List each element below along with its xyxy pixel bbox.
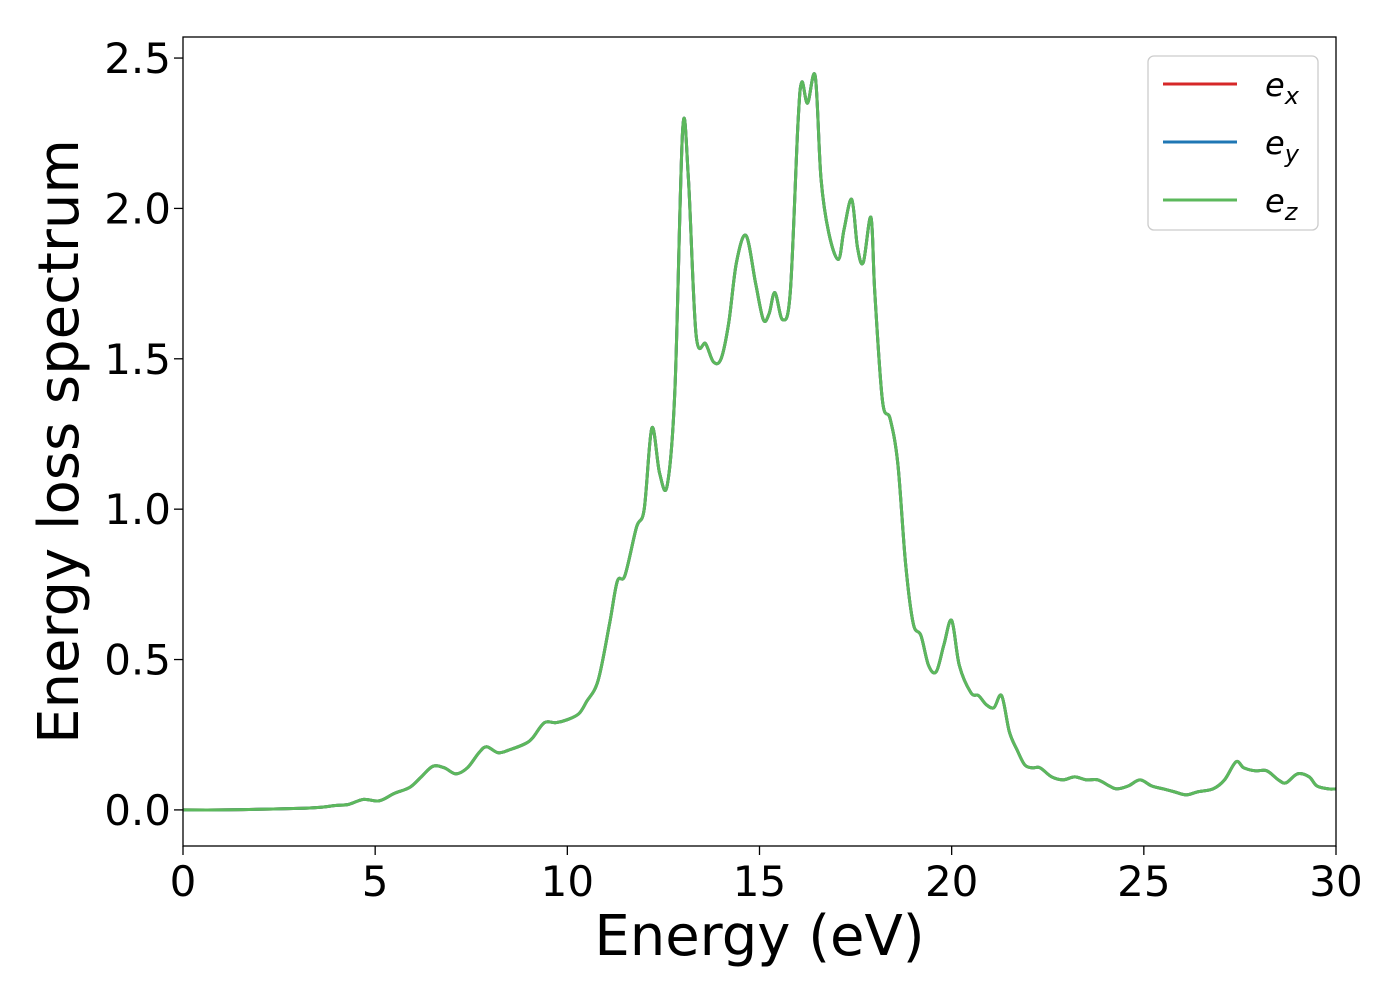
series-line-e-z [182, 72, 1337, 812]
y-tick-label: 2.5 [104, 34, 171, 83]
x-tick-label: 25 [1117, 857, 1170, 906]
x-tick-label: 0 [170, 857, 197, 906]
x-axis-title: Energy (eV) [594, 904, 924, 969]
y-tick-label: 1.5 [104, 335, 171, 384]
x-tick-label: 30 [1309, 857, 1362, 906]
legend-label-e-y: ey [1265, 124, 1300, 168]
y-tick-label: 0.0 [104, 786, 171, 835]
x-tick-label: 10 [541, 857, 594, 906]
x-tick-label: 20 [925, 857, 978, 906]
x-tick-label: 15 [733, 857, 786, 906]
legend-label-e-x: ex [1265, 66, 1300, 110]
legend: ex ey ez [1147, 55, 1319, 231]
y-tick-label: 0.5 [104, 636, 171, 685]
x-axis-ticks: 0 5 10 15 20 25 30 [170, 846, 1363, 906]
legend-label-e-z: ez [1265, 182, 1299, 226]
y-tick-label: 2.0 [104, 184, 171, 233]
series-layer [182, 72, 1337, 812]
y-axis-title: Energy loss spectrum [27, 139, 92, 744]
x-tick-label: 5 [362, 857, 389, 906]
y-tick-label: 1.0 [104, 485, 171, 534]
y-axis-ticks: 0.0 0.5 1.0 1.5 2.0 2.5 [104, 34, 183, 835]
